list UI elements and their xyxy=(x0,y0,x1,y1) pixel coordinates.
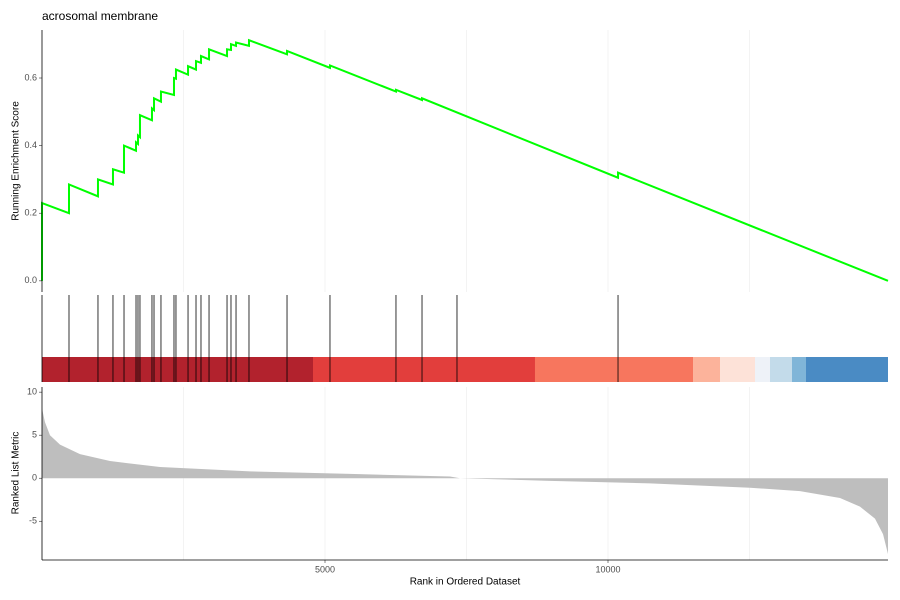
x-tick-label: 10000 xyxy=(595,564,620,574)
color-band xyxy=(313,357,535,382)
y-tick-label: 10 xyxy=(27,387,37,397)
y-axis-label: Ranked List Metric xyxy=(11,432,22,515)
color-band xyxy=(805,357,888,382)
y-tick-label: 5 xyxy=(32,430,37,440)
y-tick-label: 0.6 xyxy=(24,72,37,82)
color-band xyxy=(720,357,755,382)
y-tick-label: 0 xyxy=(32,473,37,483)
y-tick-label: 0.4 xyxy=(24,140,37,150)
y-axis-label: Running Enrichment Score xyxy=(11,101,22,221)
y-tick-label: 0.2 xyxy=(24,208,37,218)
color-band xyxy=(534,357,694,382)
color-band xyxy=(754,357,770,382)
color-band xyxy=(693,357,721,382)
es-line xyxy=(41,38,889,282)
x-axis-label: Rank in Ordered Dataset xyxy=(410,577,521,588)
x-tick-label: 5000 xyxy=(315,564,335,574)
chart-title: acrosomal membrane xyxy=(42,9,158,23)
metric-area xyxy=(42,408,888,554)
y-tick-label: -5 xyxy=(29,516,37,526)
color-band xyxy=(792,357,806,382)
color-band xyxy=(42,357,314,382)
y-tick-label: 0.0 xyxy=(24,275,37,285)
color-band xyxy=(769,357,793,382)
